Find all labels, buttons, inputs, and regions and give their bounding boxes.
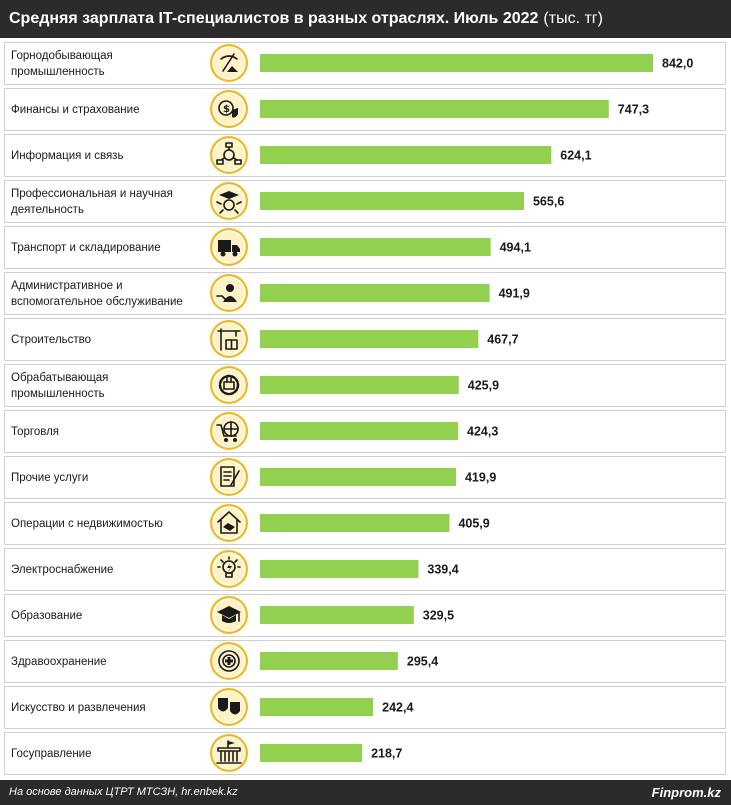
chart-row: Строительство 467,7 — [4, 318, 726, 361]
row-frame — [4, 732, 726, 775]
value-label: 329,5 — [423, 609, 454, 623]
bar — [260, 560, 419, 578]
graduation-cap-icon — [210, 596, 248, 634]
bar — [260, 100, 609, 118]
shopping-cart-icon — [210, 412, 248, 450]
bar — [260, 514, 450, 532]
category-label: Госуправление — [11, 748, 92, 760]
value-label: 339,4 — [427, 563, 458, 577]
category-label: Операции с недвижимостью — [11, 518, 163, 530]
chart-row: Обрабатывающая промышленность 425,9 — [4, 364, 726, 407]
government-icon — [210, 734, 248, 772]
chart-row: Административное и вспомогательное обслуж… — [4, 272, 726, 315]
value-label: 295,4 — [407, 655, 438, 669]
chart-row: Операции с недвижимостью 405,9 — [4, 502, 726, 545]
header-bar: Средняя зарплата IT-специалистов в разны… — [0, 0, 731, 38]
category-label: Электроснабжение — [11, 564, 113, 576]
category-label: Здравоохранение — [11, 656, 107, 668]
real-estate-icon — [210, 504, 248, 542]
bar — [260, 192, 524, 210]
bar — [260, 606, 414, 624]
title-unit: (тыс. тг) — [543, 10, 603, 27]
finance-icon: $ — [210, 90, 248, 128]
chart-row: Электроснабжение 339,4 — [4, 548, 726, 591]
bar — [260, 146, 552, 164]
value-label: 424,3 — [467, 425, 498, 439]
truck-icon — [210, 228, 248, 266]
construction-icon — [210, 320, 248, 358]
category-label: Торговля — [11, 426, 59, 438]
factory-icon — [210, 366, 248, 404]
chart-row: Госуправление 218,7 — [4, 732, 726, 775]
admin-icon — [210, 274, 248, 312]
category-label: Горнодобывающая — [11, 50, 113, 62]
bar — [260, 238, 491, 256]
value-label: 242,4 — [382, 701, 413, 715]
category-label: Административное и — [11, 280, 123, 292]
title-text: Средняя зарплата IT-специалистов в разны… — [9, 10, 539, 27]
value-label: 218,7 — [371, 747, 402, 761]
brand-logo: Finprom.kz — [651, 785, 721, 800]
value-label: 565,6 — [533, 195, 564, 209]
chart-row: Здравоохранение 295,4 — [4, 640, 726, 683]
bar — [260, 54, 653, 72]
bar — [260, 422, 459, 440]
chart-row: Торговля 424,3 — [4, 410, 726, 453]
category-label: Финансы и страхование — [11, 104, 139, 116]
bar — [260, 284, 490, 302]
category-label: Прочие услуги — [11, 472, 88, 484]
category-label: промышленность — [11, 66, 105, 78]
lightbulb-icon — [210, 550, 248, 588]
medical-icon — [210, 642, 248, 680]
value-label: 405,9 — [458, 517, 489, 531]
value-label: 842,0 — [662, 57, 693, 71]
bar — [260, 652, 398, 670]
value-label: 425,9 — [468, 379, 499, 393]
value-label: 419,9 — [465, 471, 496, 485]
bar — [260, 376, 459, 394]
category-label: Профессиональная и научная — [11, 188, 173, 200]
value-label: 491,9 — [499, 287, 530, 301]
category-label: деятельность — [11, 204, 84, 216]
chart-row: Образование 329,5 — [4, 594, 726, 637]
svg-text:$: $ — [223, 104, 230, 115]
chart-row: Финансы и страхование $747,3 — [4, 88, 726, 131]
theater-masks-icon — [210, 688, 248, 726]
category-label: Строительство — [11, 334, 91, 346]
category-label: Транспорт и складирование — [11, 242, 161, 254]
footer-bar: На основе данных ЦТРТ МТСЗН, hr.enbek.kz… — [0, 780, 731, 805]
category-label: промышленность — [11, 388, 105, 400]
bar — [260, 744, 363, 762]
value-label: 494,1 — [500, 241, 531, 255]
bar — [260, 468, 456, 486]
category-label: Искусство и развлечения — [11, 702, 146, 714]
value-label: 467,7 — [487, 333, 518, 347]
chart-row: Транспорт и складирование 494,1 — [4, 226, 726, 269]
document-icon — [210, 458, 248, 496]
category-label: Обрабатывающая — [11, 372, 108, 384]
value-label: 624,1 — [560, 149, 591, 163]
chart-title: Средняя зарплата IT-специалистов в разны… — [9, 10, 603, 28]
chart-row: Профессиональная и научная деятельность 56… — [4, 180, 726, 223]
value-label: 747,3 — [618, 103, 649, 117]
chart-row: Прочие услуги 419,9 — [4, 456, 726, 499]
chart-row: Информация и связь 624,1 — [4, 134, 726, 177]
network-icon — [210, 136, 248, 174]
chart-row: Горнодобывающая промышленность 842,0 — [4, 42, 726, 85]
category-label: Информация и связь — [11, 150, 123, 162]
source-note: На основе данных ЦТРТ МТСЗН, hr.enbek.kz — [9, 786, 238, 798]
bar — [260, 698, 374, 716]
chart-row: Искусство и развлечения 242,4 — [4, 686, 726, 729]
category-label: вспомогательное обслуживание — [11, 296, 183, 308]
category-label: Образование — [11, 610, 82, 622]
mining-icon — [210, 44, 248, 82]
science-icon — [210, 182, 248, 220]
bar — [260, 330, 479, 348]
